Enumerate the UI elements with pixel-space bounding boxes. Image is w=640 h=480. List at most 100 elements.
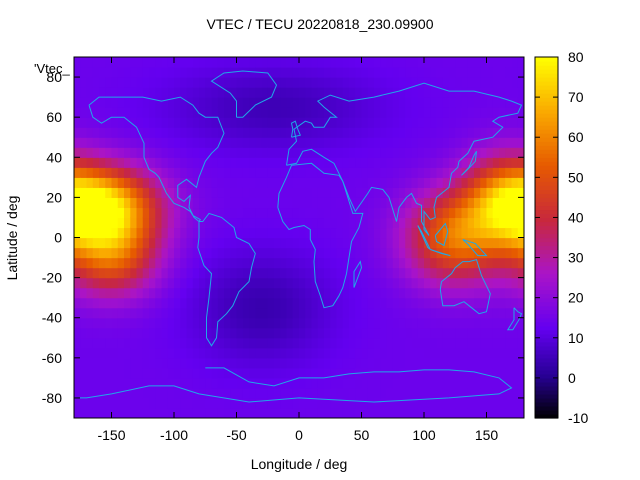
heatmap-cell (492, 147, 500, 158)
heatmap-cell (430, 267, 438, 279)
heatmap-cell (99, 347, 106, 359)
heatmap-cell (74, 177, 81, 188)
heatmap-cell (511, 167, 519, 178)
heatmap-cell (142, 67, 150, 78)
heatmap-cell (261, 327, 269, 339)
heatmap-cell (224, 137, 231, 148)
heatmap-cell (342, 157, 350, 168)
heatmap-cell (205, 207, 213, 219)
heatmap-cell (117, 57, 125, 68)
heatmap-cell (111, 247, 119, 259)
heatmap-cell (386, 327, 394, 339)
heatmap-cell (249, 167, 256, 178)
heatmap-cell (461, 217, 469, 229)
heatmap-cell (317, 147, 325, 158)
heatmap-cell (442, 207, 450, 219)
heatmap-cell (292, 317, 300, 329)
heatmap-cell (217, 87, 225, 98)
heatmap-cell (124, 397, 131, 409)
heatmap-cell (149, 357, 156, 369)
heatmap-cell (405, 357, 413, 369)
heatmap-cell (380, 237, 388, 249)
heatmap-cell (411, 307, 419, 319)
heatmap-cell (92, 87, 100, 98)
heatmap-cell (186, 77, 194, 88)
heatmap-cell (511, 407, 519, 418)
heatmap-cell (430, 397, 438, 409)
heatmap-cell (230, 377, 238, 389)
heatmap-cell (142, 237, 150, 249)
heatmap-cell (361, 87, 369, 98)
heatmap-cell (80, 127, 88, 138)
heatmap-cell (211, 287, 219, 299)
heatmap-cell (274, 267, 281, 279)
heatmap-cell (274, 87, 281, 98)
heatmap-cell (130, 367, 138, 379)
heatmap-cell (192, 207, 200, 219)
heatmap-cell (367, 367, 375, 379)
heatmap-cell (386, 207, 394, 219)
heatmap-cell (99, 357, 106, 369)
heatmap-cell (442, 77, 450, 88)
heatmap-cell (305, 277, 313, 289)
heatmap-cell (405, 257, 413, 269)
heatmap-cell (474, 277, 481, 289)
heatmap-cell (92, 207, 100, 219)
heatmap-cell (342, 147, 350, 158)
heatmap-cell (136, 187, 144, 198)
heatmap-cell (192, 347, 200, 359)
heatmap-cell (492, 337, 500, 349)
heatmap-cell (211, 247, 219, 259)
heatmap-cell (505, 107, 513, 118)
heatmap-cell (192, 217, 200, 229)
colorbar-segment (535, 81, 558, 86)
heatmap-cell (430, 77, 438, 88)
heatmap-cell (430, 167, 438, 178)
heatmap-cell (161, 257, 169, 269)
heatmap-cell (380, 347, 388, 359)
heatmap-cell (342, 327, 350, 339)
heatmap-cell (317, 117, 325, 128)
heatmap-cell (124, 97, 131, 108)
heatmap-cell (330, 187, 338, 198)
heatmap-cell (74, 217, 81, 229)
heatmap-cell (74, 267, 81, 279)
heatmap-cell (136, 367, 144, 379)
heatmap-cell (80, 267, 88, 279)
heatmap-cell (486, 267, 494, 279)
heatmap-cell (286, 207, 294, 219)
heatmap-cell (311, 197, 319, 209)
heatmap-cell (99, 67, 106, 78)
heatmap-cell (180, 277, 188, 289)
heatmap-cell (449, 157, 456, 168)
heatmap-cell (449, 147, 456, 158)
heatmap-cell (217, 217, 225, 229)
heatmap-cell (180, 367, 188, 379)
heatmap-cell (386, 317, 394, 329)
heatmap-cell (517, 267, 524, 279)
heatmap-cell (274, 217, 281, 229)
heatmap-cell (292, 137, 300, 148)
heatmap-cell (499, 117, 506, 128)
heatmap-cell (124, 337, 131, 349)
heatmap-cell (180, 247, 188, 259)
heatmap-cell (230, 237, 238, 249)
heatmap-cell (317, 327, 325, 339)
heatmap-cell (480, 137, 488, 148)
heatmap-cell (249, 267, 256, 279)
coastline (277, 162, 364, 309)
heatmap-cell (374, 327, 381, 339)
heatmap-cell (361, 197, 369, 209)
heatmap-cell (449, 287, 456, 299)
heatmap-cell (267, 187, 275, 198)
heatmap-cell (517, 207, 524, 219)
heatmap-cell (480, 297, 488, 309)
heatmap-cell (86, 197, 94, 209)
heatmap-cell (411, 97, 419, 108)
heatmap-cell (299, 187, 306, 198)
heatmap-cell (411, 147, 419, 158)
heatmap-cell (205, 147, 213, 158)
heatmap-cell (111, 397, 119, 409)
heatmap-cell (261, 397, 269, 409)
